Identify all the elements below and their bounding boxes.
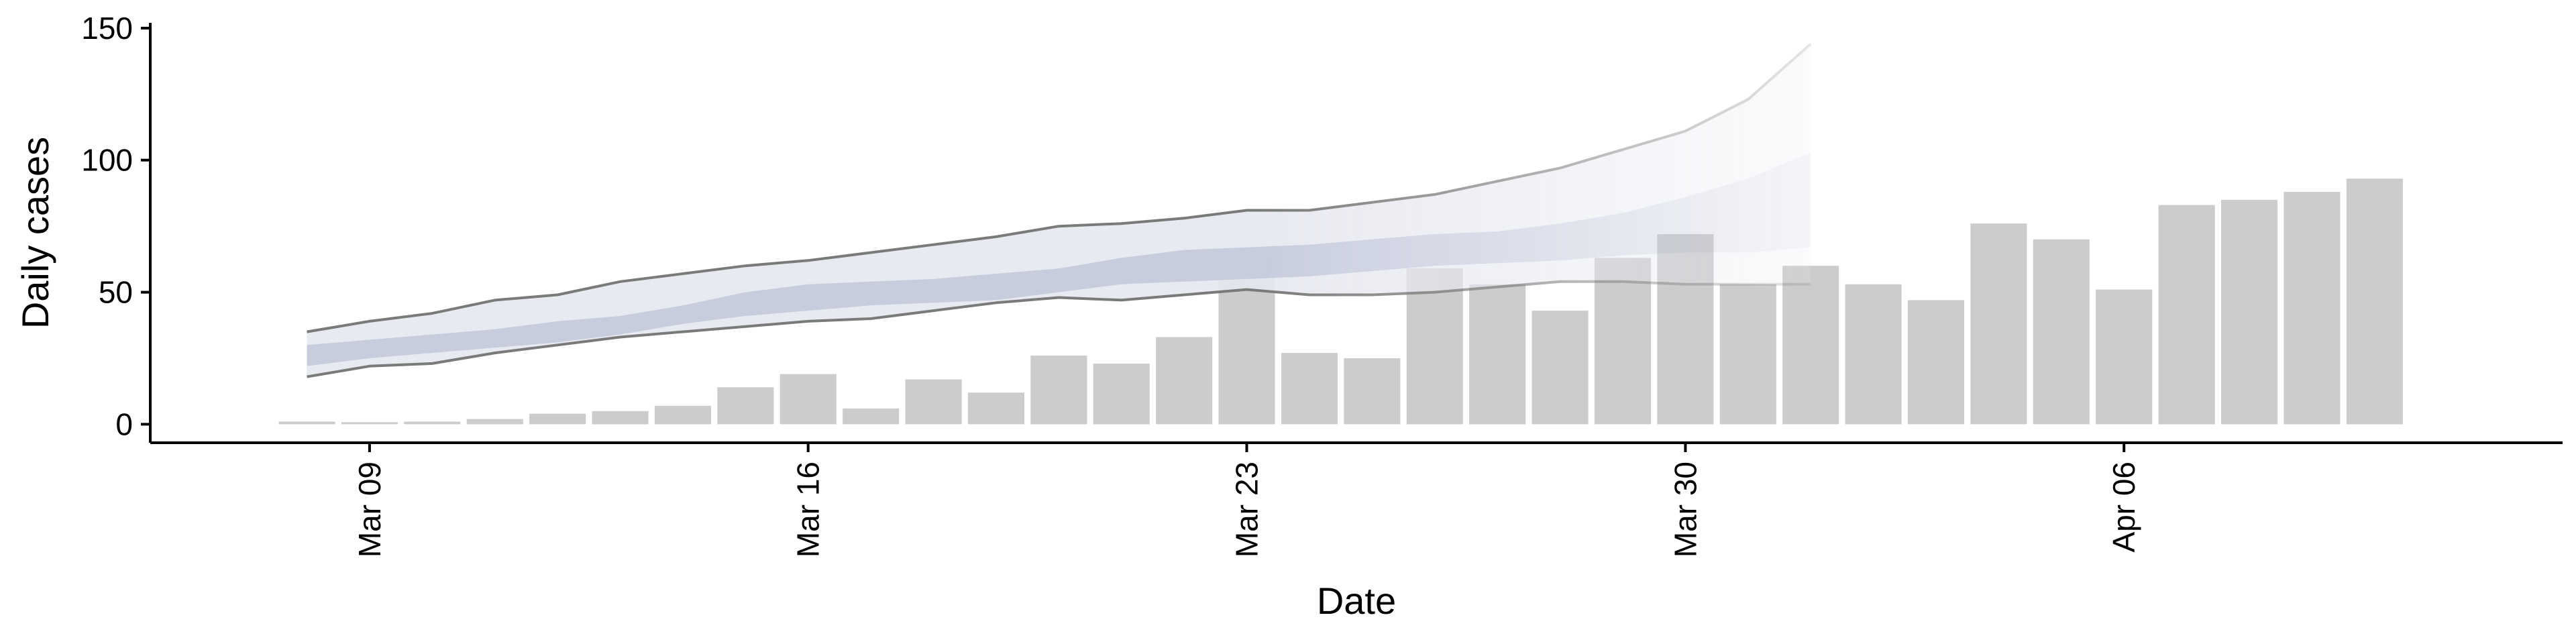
- bar-2020-04-01: [1782, 266, 1839, 425]
- bar-2020-03-12: [529, 413, 586, 425]
- y-axis-ticks: 0 50 100 150: [81, 11, 150, 441]
- bar-2020-04-03: [1907, 300, 1964, 425]
- bar-2020-03-20: [1030, 356, 1087, 425]
- x-tick-label-2020-03-23: Mar 23: [1230, 462, 1265, 557]
- bar-2020-03-31: [1719, 284, 1776, 425]
- bar-2020-03-25: [1344, 358, 1401, 425]
- bar-2020-03-14: [654, 405, 711, 425]
- y-tick-label-50: 50: [99, 275, 133, 310]
- bars-layer: [278, 178, 2403, 425]
- bar-2020-03-10: [404, 421, 461, 425]
- bar-2020-04-09: [2284, 192, 2341, 425]
- forecast-layer: [307, 43, 1812, 378]
- y-tick-label-150: 150: [81, 11, 133, 46]
- bar-2020-03-27: [1469, 284, 1526, 425]
- forecast-outer-band: [307, 44, 1811, 377]
- bar-2020-03-08: [278, 421, 335, 425]
- bar-2020-04-10: [2346, 178, 2403, 425]
- axes: [149, 23, 2563, 444]
- bar-2020-04-05: [2033, 239, 2090, 425]
- y-axis-title: Daily cases: [14, 137, 56, 329]
- bar-2020-03-11: [466, 419, 523, 425]
- bar-2020-04-07: [2158, 205, 2215, 425]
- bar-2020-03-19: [967, 392, 1024, 425]
- bar-2020-03-17: [843, 408, 900, 425]
- y-tick-label-100: 100: [81, 143, 133, 178]
- bar-2020-03-13: [592, 411, 649, 425]
- x-tick-label-2020-04-06: Apr 06: [2106, 462, 2141, 553]
- y-tick-label-0: 0: [115, 407, 133, 441]
- bar-2020-03-16: [780, 374, 837, 425]
- bar-2020-03-15: [717, 387, 774, 425]
- bar-2020-03-09: [341, 422, 398, 425]
- bar-2020-04-02: [1845, 284, 1902, 425]
- forecast-lower-line: [307, 280, 1811, 378]
- forecast-upper-line: [307, 43, 1812, 333]
- x-tick-label-2020-03-09: Mar 09: [352, 462, 387, 557]
- bar-2020-03-18: [905, 379, 962, 425]
- bar-2020-03-29: [1594, 258, 1651, 425]
- forecast-inner-band: [307, 152, 1811, 366]
- x-tick-label-2020-03-30: Mar 30: [1668, 462, 1703, 557]
- bar-2020-03-21: [1093, 363, 1150, 425]
- bar-2020-03-22: [1156, 337, 1213, 425]
- x-tick-label-2020-03-16: Mar 16: [791, 462, 826, 557]
- x-axis-title: Date: [1317, 580, 1396, 622]
- x-axis-ticks: Mar 09 Mar 16 Mar 23 Mar 30 Apr 06: [352, 443, 2141, 557]
- bar-2020-03-24: [1281, 353, 1338, 425]
- bar-2020-04-06: [2096, 289, 2153, 425]
- bar-2020-03-28: [1532, 311, 1589, 425]
- bar-2020-04-08: [2221, 199, 2278, 425]
- bar-2020-04-04: [1970, 223, 2027, 425]
- bar-2020-03-26: [1406, 268, 1463, 425]
